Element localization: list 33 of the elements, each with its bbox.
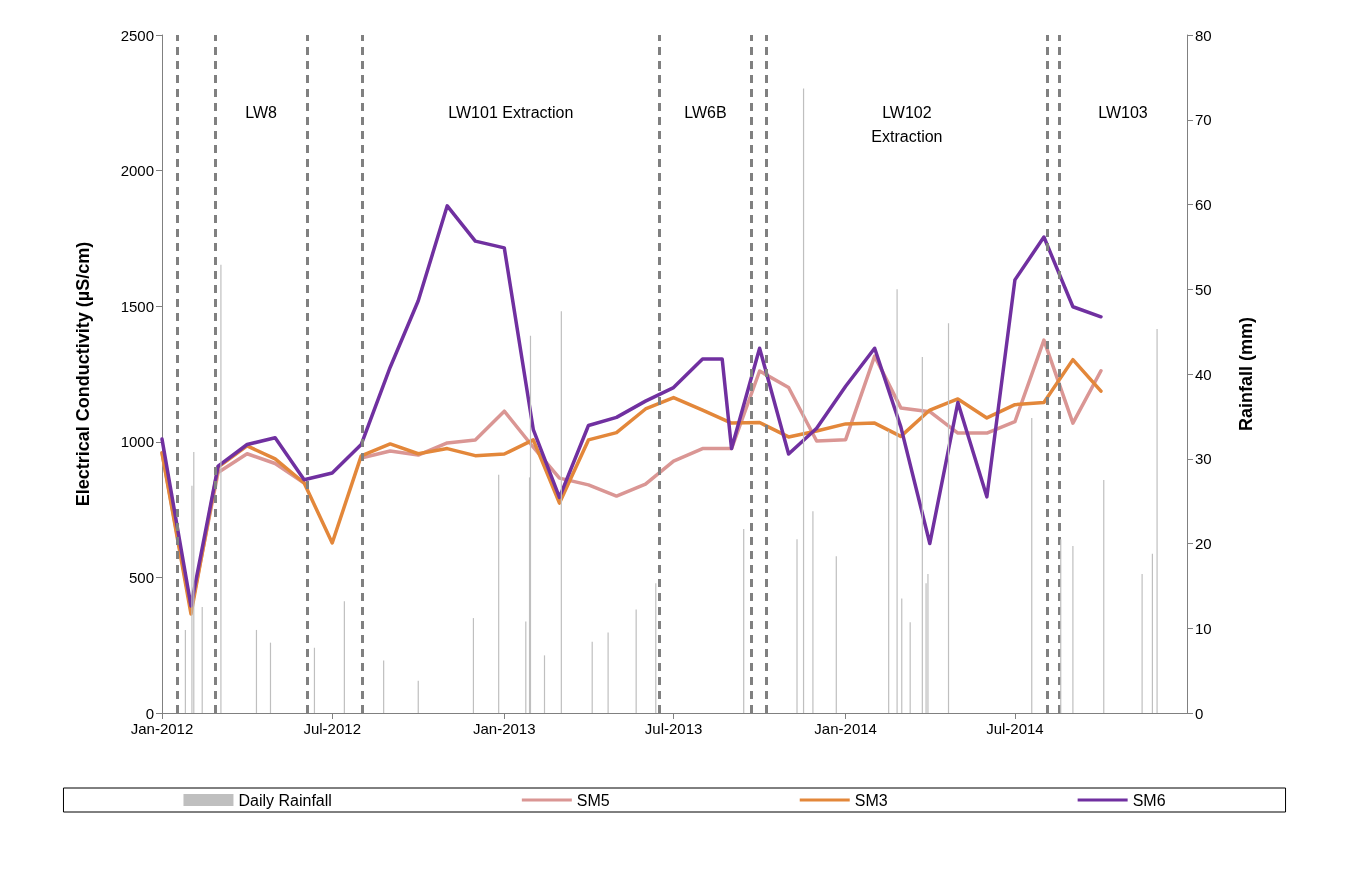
annotation: LW8 [245, 103, 278, 121]
y-tick-label: 2000 [120, 162, 154, 180]
y2-tick-label: 0 [1195, 704, 1204, 722]
x-tick-label: Jul-2013 [644, 720, 703, 737]
y2-axis-title: Rainfall (mm) [1236, 316, 1256, 432]
x-tick-label: Jul-2012 [303, 720, 361, 737]
y2-tick-label: 30 [1195, 450, 1212, 468]
y-tick-label: 1500 [120, 297, 154, 315]
y2-tick-label: 80 [1195, 26, 1212, 44]
annotation: LW103 [1098, 103, 1148, 121]
legend-label: SM3 [854, 791, 888, 809]
y2-tick-label: 40 [1195, 365, 1212, 383]
legend-label: Daily Rainfall [238, 791, 332, 809]
y-tick-label: 0 [145, 704, 154, 722]
y-tick-label: 2500 [120, 26, 154, 44]
x-tick-label: Jan-2014 [814, 720, 877, 737]
annotation: LW6B [684, 103, 727, 121]
y2-tick-label: 60 [1195, 196, 1212, 213]
annotation: LW102 Extraction [871, 103, 943, 145]
y-tick-label: 1000 [120, 433, 154, 451]
y2-tick-label: 70 [1195, 111, 1212, 129]
y2-tick-label: 10 [1195, 619, 1212, 637]
x-tick-label: Jul-2014 [986, 720, 1044, 737]
line-series [160, 204, 1103, 608]
legend-label: SM5 [576, 791, 610, 809]
y-axis-title: Electrical Conductivity (µS/cm) [73, 241, 93, 507]
y2-tick-label: 20 [1195, 535, 1212, 552]
x-tick-label: Jan-2012 [130, 720, 194, 737]
annotation: LW101 Extraction [448, 103, 574, 121]
x-tick-label: Jan-2013 [473, 720, 536, 737]
legend-label: SM6 [1132, 791, 1166, 809]
y-tick-label: 500 [128, 568, 154, 586]
y2-tick-label: 50 [1195, 280, 1212, 298]
